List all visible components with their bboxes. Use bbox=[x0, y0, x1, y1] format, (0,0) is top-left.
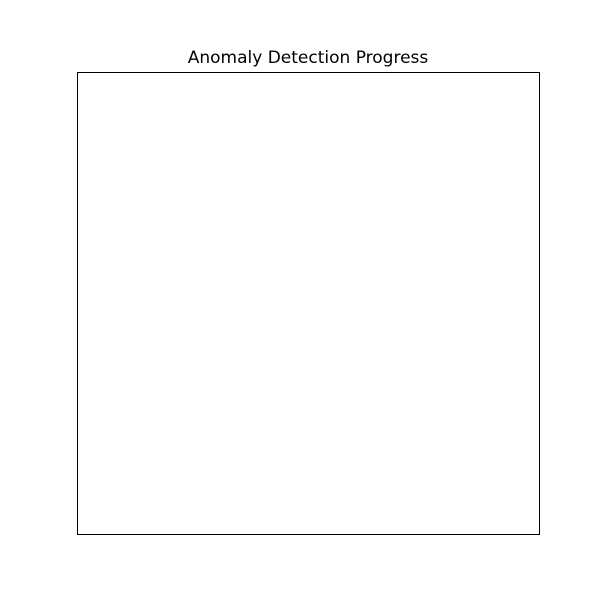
axes-frame bbox=[77, 72, 540, 535]
chart-title: Anomaly Detection Progress bbox=[187, 48, 429, 68]
plot-area-background bbox=[77, 72, 540, 535]
